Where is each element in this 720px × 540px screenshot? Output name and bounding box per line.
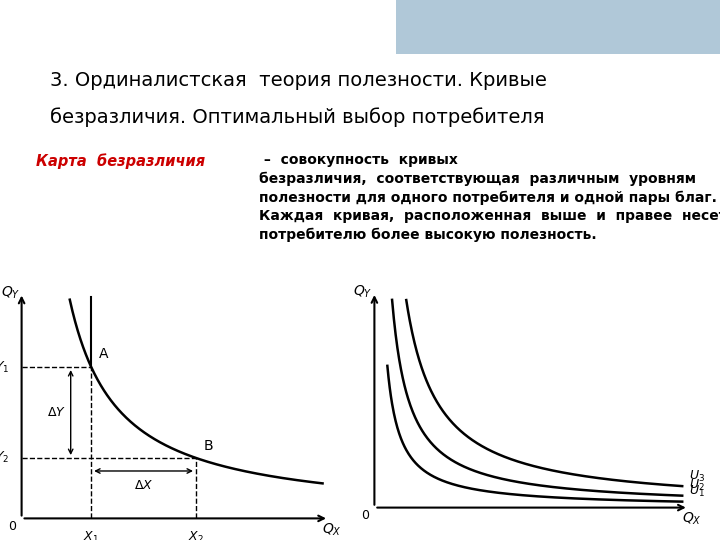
Text: $Q_X$: $Q_X$ [682, 511, 702, 527]
Text: $Q_X$: $Q_X$ [322, 522, 342, 538]
Text: $\Delta Y$: $\Delta Y$ [47, 406, 66, 419]
Text: $X_2$: $X_2$ [188, 530, 204, 540]
Text: 0: 0 [8, 520, 16, 533]
Bar [396, 0, 720, 54]
Text: $Y_1$: $Y_1$ [0, 360, 9, 375]
Text: –  совокупность  кривых
безразличия,  соответствующая  различным  уровням
полезн: – совокупность кривых безразличия, соотв… [259, 153, 720, 242]
Text: $U_3$: $U_3$ [689, 469, 705, 484]
Text: $\Delta X$: $\Delta X$ [134, 480, 153, 492]
Text: безразличия. Оптимальный выбор потребителя: безразличия. Оптимальный выбор потребите… [50, 107, 545, 127]
Text: B: B [204, 439, 213, 453]
Text: $Q_Y$: $Q_Y$ [1, 285, 20, 301]
Text: A: A [99, 347, 109, 361]
Text: $U_2$: $U_2$ [689, 478, 704, 494]
Text: Карта  безразличия: Карта безразличия [36, 153, 205, 169]
Text: $Y_2$: $Y_2$ [0, 450, 9, 465]
Text: $Q_Y$: $Q_Y$ [354, 284, 373, 300]
Text: 0: 0 [361, 509, 369, 522]
Text: 3. Ординалистская  теория полезности. Кривые: 3. Ординалистская теория полезности. Кри… [50, 71, 547, 90]
Text: $X_1$: $X_1$ [84, 530, 99, 540]
Text: $U_1$: $U_1$ [689, 484, 705, 500]
